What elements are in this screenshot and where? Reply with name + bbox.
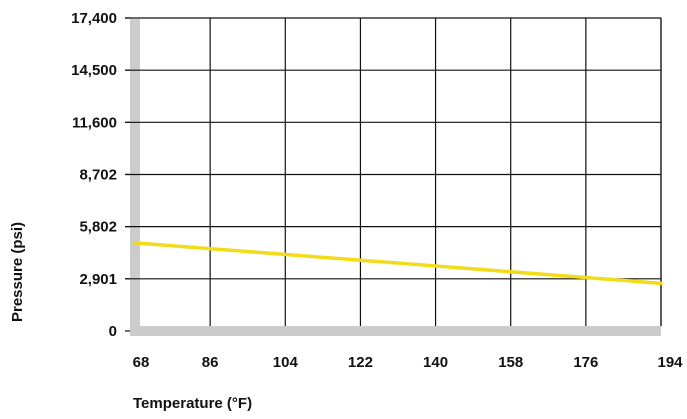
- y-axis-label: Pressure (psi): [9, 222, 26, 322]
- y-tick-label: 5,802: [79, 219, 117, 236]
- x-tick-label: 140: [423, 354, 448, 371]
- axis-bands: [130, 19, 661, 336]
- y-tick-label: 17,400: [71, 10, 117, 27]
- y-tick-label: 0: [109, 323, 117, 340]
- x-tick-label: 86: [202, 354, 219, 371]
- x-axis-label: Temperature (°F): [133, 395, 252, 412]
- x-tick-label: 194: [657, 354, 683, 371]
- x-tick-label: 122: [348, 354, 373, 371]
- y-tick-label: 11,600: [72, 114, 117, 131]
- y-tick-label: 2,901: [79, 271, 117, 288]
- y-axis-band: [130, 19, 140, 336]
- grid-lines: [125, 17, 662, 332]
- y-tick-labels: 0 2,901 5,802 8,702 11,600 14,500 17,400: [71, 10, 117, 340]
- x-tick-label: 104: [273, 354, 299, 371]
- y-tick-label: 14,500: [71, 62, 117, 79]
- x-tick-labels: 68 86 104 122 140 158 176 194: [133, 354, 684, 371]
- x-tick-label: 68: [133, 354, 150, 371]
- series-layer: [133, 241, 663, 286]
- x-axis-band: [130, 326, 661, 336]
- x-tick-label: 176: [573, 354, 598, 371]
- x-tick-label: 158: [498, 354, 523, 371]
- y-tick-label: 8,702: [79, 166, 117, 183]
- series-line: [133, 241, 663, 286]
